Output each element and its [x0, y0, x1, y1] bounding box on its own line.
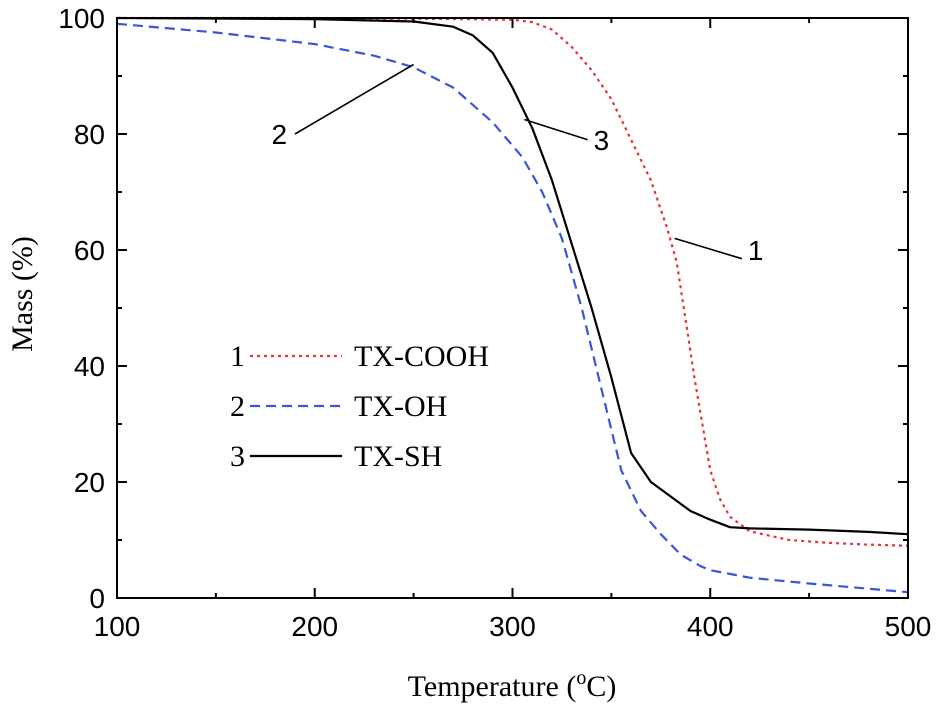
series-lines: [116, 16, 909, 594]
axis-ticks: [116, 17, 909, 599]
x-axis-title-degree: o: [576, 667, 586, 689]
y-tick-label: 80: [74, 119, 105, 150]
legend-number-1: 1: [230, 340, 245, 373]
annotation-leader-1: [674, 237, 743, 260]
x-tick-label: 100: [94, 611, 141, 642]
y-tick-label: 40: [74, 351, 105, 382]
x-axis-title-unit: C): [586, 670, 616, 703]
series-line-tx-sh: [116, 16, 909, 536]
y-axis-title: Mass (%): [6, 236, 39, 352]
legend-number-3: 3: [230, 440, 245, 473]
x-tick-label: 400: [687, 611, 734, 642]
legend-label-tx-cooh: TX-COOH: [354, 340, 489, 373]
annotations: 1 2 3: [271, 63, 764, 266]
legend-label-tx-sh: TX-SH: [354, 440, 442, 473]
plot-frame: [116, 17, 909, 599]
annotation-label-1: 1: [748, 235, 764, 266]
axis-tick-labels: 100 200 300 400 500 0 20 40 60 80 100: [58, 3, 931, 642]
legend-label-tx-oh: TX-OH: [354, 390, 447, 423]
x-tick-label: 500: [885, 611, 932, 642]
annotation-leader-2: [294, 63, 415, 135]
y-tick-label: 100: [58, 3, 105, 34]
series-line-tx-oh: [116, 22, 909, 594]
y-tick-label: 0: [89, 583, 105, 614]
legend: 1 TX-COOH 2 TX-OH 3 TX-SH: [230, 340, 489, 473]
legend-number-2: 2: [230, 390, 245, 423]
x-axis-title-main: Temperature (: [408, 670, 577, 703]
annotation-label-3: 3: [594, 125, 610, 156]
annotation-label-2: 2: [271, 119, 287, 150]
y-tick-label: 60: [74, 235, 105, 266]
x-tick-label: 300: [489, 611, 536, 642]
x-tick-label: 200: [291, 611, 338, 642]
y-tick-label: 20: [74, 467, 105, 498]
x-axis-title: Temperature (oC): [408, 667, 617, 703]
annotation-leader-3: [524, 118, 588, 141]
